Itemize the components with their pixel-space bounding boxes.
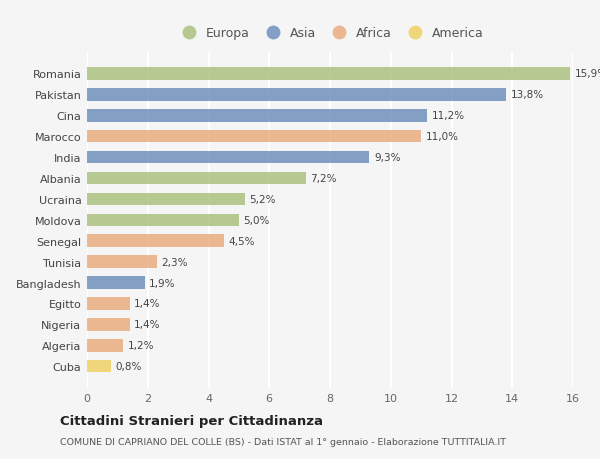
Text: 5,0%: 5,0%	[244, 215, 270, 225]
Bar	[87, 214, 239, 227]
Bar	[87, 193, 245, 206]
Text: 9,3%: 9,3%	[374, 153, 401, 163]
Text: 1,4%: 1,4%	[134, 299, 161, 309]
Text: 1,9%: 1,9%	[149, 278, 176, 288]
Text: 4,5%: 4,5%	[228, 236, 255, 246]
Text: 1,4%: 1,4%	[134, 319, 161, 330]
Bar	[87, 89, 506, 101]
Bar	[87, 319, 130, 331]
Bar	[87, 235, 224, 247]
Bar	[87, 277, 145, 289]
Text: COMUNE DI CAPRIANO DEL COLLE (BS) - Dati ISTAT al 1° gennaio - Elaborazione TUTT: COMUNE DI CAPRIANO DEL COLLE (BS) - Dati…	[60, 437, 506, 446]
Bar	[87, 256, 157, 269]
Text: 15,9%: 15,9%	[575, 69, 600, 79]
Bar	[87, 360, 112, 373]
Text: 13,8%: 13,8%	[511, 90, 544, 100]
Text: 5,2%: 5,2%	[250, 195, 276, 204]
Bar	[87, 131, 421, 143]
Bar	[87, 110, 427, 122]
Text: 1,2%: 1,2%	[128, 341, 155, 351]
Bar	[87, 68, 570, 80]
Bar	[87, 297, 130, 310]
Bar	[87, 172, 306, 185]
Text: 11,2%: 11,2%	[432, 111, 465, 121]
Text: 7,2%: 7,2%	[310, 174, 337, 184]
Text: Cittadini Stranieri per Cittadinanza: Cittadini Stranieri per Cittadinanza	[60, 414, 323, 428]
Text: 0,8%: 0,8%	[116, 361, 142, 371]
Legend: Europa, Asia, Africa, America: Europa, Asia, Africa, America	[171, 22, 489, 45]
Text: 11,0%: 11,0%	[425, 132, 458, 142]
Text: 2,3%: 2,3%	[161, 257, 188, 267]
Bar	[87, 339, 124, 352]
Bar	[87, 151, 370, 164]
